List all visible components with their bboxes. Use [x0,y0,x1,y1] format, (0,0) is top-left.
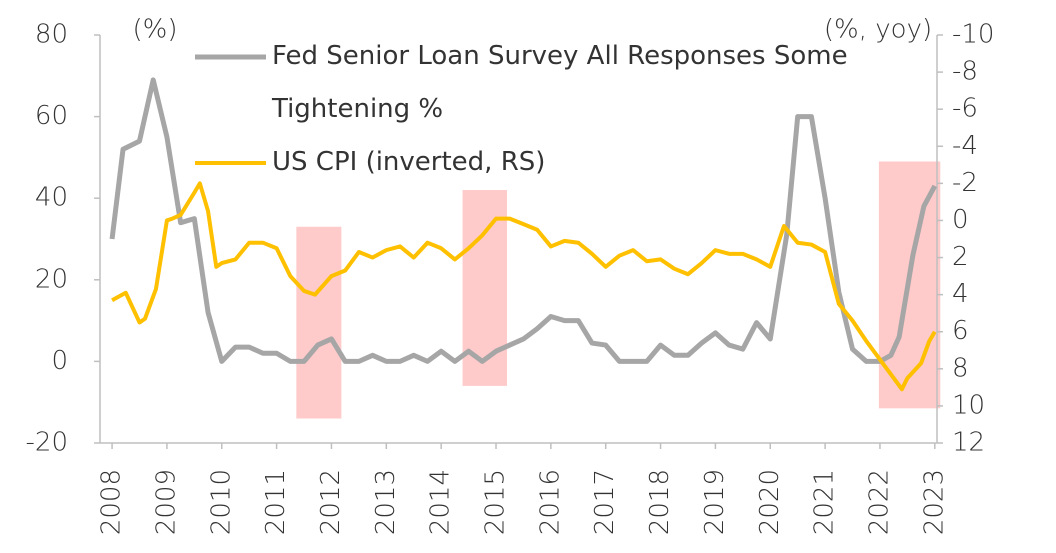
y2-tick-label: 12 [952,428,985,458]
y2-tick-label: 8 [952,353,969,383]
series-line [111,181,937,392]
x-tick-label: 2013 [371,469,401,535]
x-tick-label: 2017 [590,469,620,535]
y2-tick-label: 4 [952,279,969,309]
y-tick-label: 0 [51,346,68,376]
y2-tick-label: -10 [952,20,994,50]
x-tick-label: 2016 [535,469,565,535]
x-tick-label: 2008 [97,469,127,535]
y-tick-label: -20 [26,428,68,458]
y2-axis-label: (%, yoy) [824,15,932,45]
y2-tick-label: -4 [952,131,978,161]
x-tick-label: 2011 [261,469,291,535]
x-tick-label: 2009 [151,469,181,535]
x-tick-label: 2019 [700,469,730,535]
y-tick-label: 40 [35,183,68,213]
y-axis-label: (%) [133,15,178,45]
x-tick-label: 2018 [645,469,675,535]
y-tick-label: 20 [35,264,68,294]
x-tick-label: 2023 [919,469,949,535]
y2-tick-label: 0 [952,205,969,235]
y2-tick-label: -8 [952,57,978,87]
x-tick-label: 2022 [864,469,894,535]
legend-label: US CPI (inverted, RS) [272,147,546,177]
legend-label: Fed Senior Loan Survey All Responses Som… [272,41,848,124]
y-tick-label: 80 [35,20,68,50]
x-tick-label: 2021 [810,469,840,535]
x-tick-label: 2012 [316,469,346,535]
series-line [109,77,938,364]
y2-tick-label: 6 [952,316,969,346]
y2-tick-label: 2 [952,242,969,272]
x-tick-label: 2015 [481,469,511,535]
highlight-box [296,226,342,419]
y2-tick-label: -2 [952,168,978,198]
y2-tick-label: 10 [952,390,985,420]
x-tick-label: 2020 [755,469,785,535]
y-tick-label: 60 [35,101,68,131]
x-tick-label: 2010 [206,469,236,535]
y2-tick-label: -6 [952,94,978,124]
x-tick-label: 2014 [426,469,456,535]
